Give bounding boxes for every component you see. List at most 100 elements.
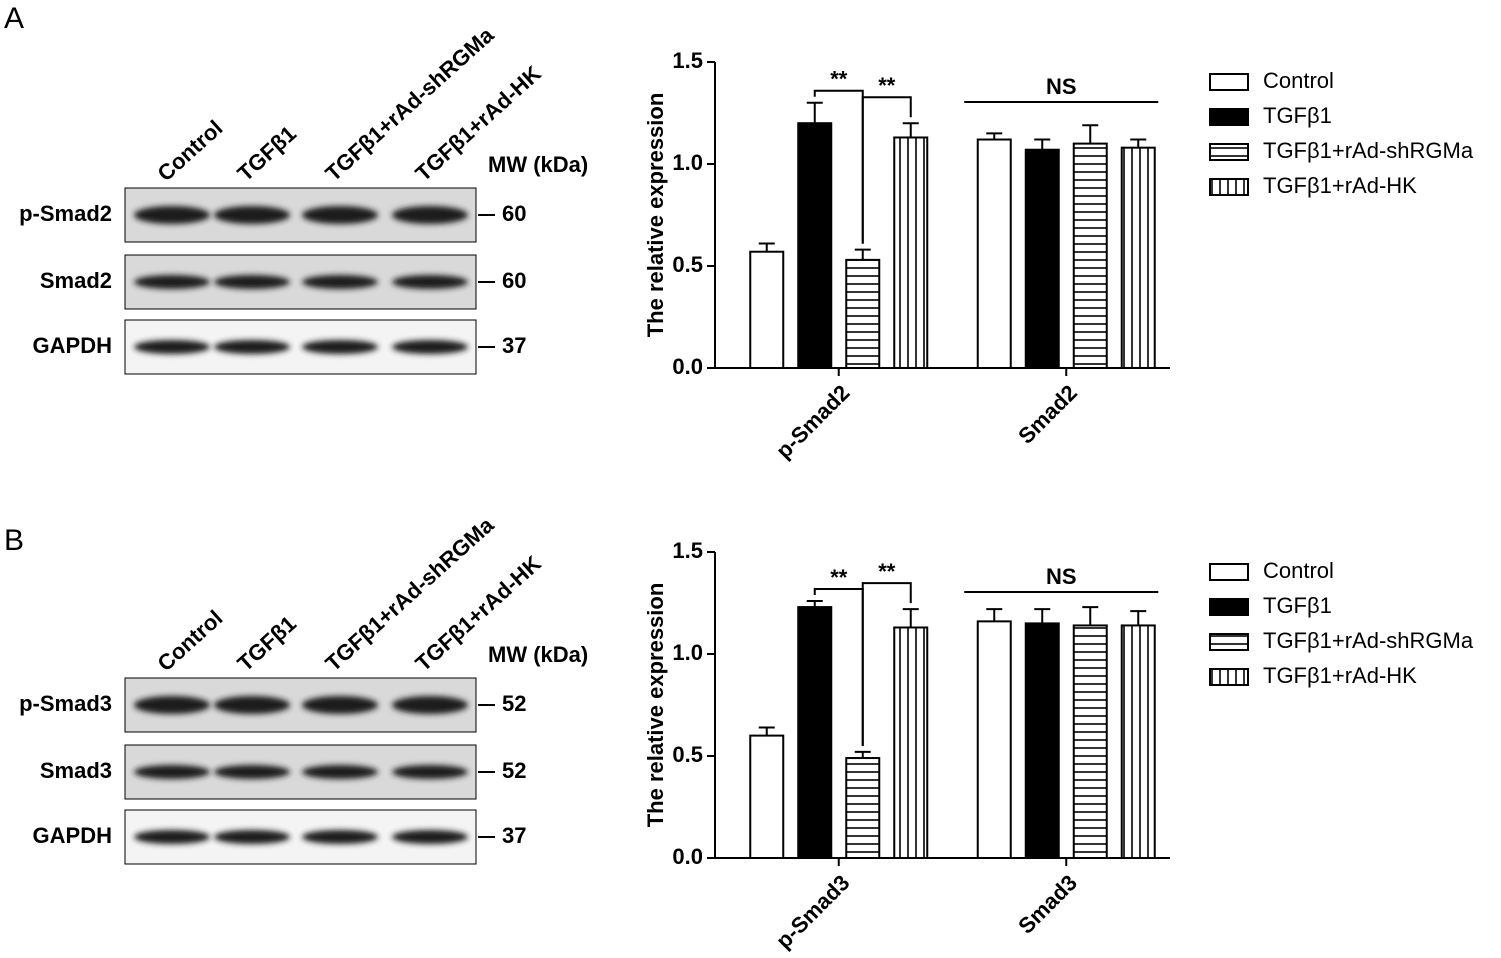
bar [1120, 146, 1156, 369]
bar [1024, 148, 1060, 369]
band [392, 206, 468, 224]
protein-label: p-Smad2 [19, 201, 112, 226]
legend-label: TGFβ1 [1263, 103, 1332, 128]
band [302, 765, 378, 779]
legend-swatch [1209, 73, 1249, 91]
panel-label: A [4, 2, 24, 35]
y-tick-label: 0.0 [672, 354, 703, 379]
protein-label: GAPDH [33, 823, 112, 848]
legend-label: TGFβ1+rAd-HK [1263, 173, 1417, 198]
legend-swatch [1209, 668, 1249, 686]
y-tick-label: 0.5 [672, 252, 703, 277]
band [214, 830, 290, 844]
legend-swatch [1209, 178, 1249, 196]
legend-swatch [1209, 108, 1249, 126]
legend-label: TGFβ1 [1263, 593, 1332, 618]
legend-label: TGFβ1+rAd-shRGMa [1263, 628, 1474, 653]
x-tick-label: p-Smad3 [771, 870, 854, 953]
band [134, 206, 210, 224]
band [392, 765, 468, 779]
significance-label: ** [830, 67, 848, 92]
band [214, 696, 290, 714]
bar [797, 606, 833, 860]
bar [1120, 624, 1156, 859]
lane-label: Control [153, 115, 228, 186]
band [134, 696, 210, 714]
lane-label: TGFβ1 [233, 611, 301, 676]
lane-label: TGFβ1+rAd-shRGMa [321, 512, 500, 676]
band [134, 830, 210, 844]
bar [976, 620, 1012, 859]
y-tick-label: 0.0 [672, 844, 703, 869]
legend-label: Control [1263, 558, 1334, 583]
x-tick-label: Smad2 [1013, 380, 1082, 449]
lane-label: TGFβ1 [233, 121, 301, 186]
bar [1072, 624, 1108, 859]
protein-label: p-Smad3 [19, 691, 112, 716]
y-axis-label: The relative expression [643, 93, 668, 338]
band [214, 275, 290, 289]
y-tick-label: 1.0 [672, 640, 703, 665]
lane-label: Control [153, 605, 228, 676]
band [392, 340, 468, 354]
ns-label: NS [1046, 564, 1077, 589]
bar [749, 734, 785, 859]
significance-bracket [861, 96, 912, 244]
band [302, 206, 378, 224]
ns-label: NS [1046, 74, 1077, 99]
significance-label: ** [878, 559, 896, 584]
band [134, 340, 210, 354]
y-tick-label: 1.5 [672, 538, 703, 563]
x-tick-label: p-Smad2 [771, 380, 854, 463]
bar [845, 258, 881, 370]
mw-label: 60 [502, 201, 526, 226]
y-axis-label: The relative expression [643, 583, 668, 828]
legend-label: TGFβ1+rAd-HK [1263, 663, 1417, 688]
band [392, 275, 468, 289]
band [302, 830, 378, 844]
bar [893, 136, 929, 369]
protein-label: Smad3 [40, 758, 112, 783]
mw-label: 60 [502, 268, 526, 293]
legend-swatch [1209, 633, 1249, 651]
bar [1024, 622, 1060, 860]
significance-bracket [861, 582, 912, 746]
mw-label: 37 [502, 823, 526, 848]
mw-label: 52 [502, 691, 526, 716]
x-tick-label: Smad3 [1013, 870, 1082, 939]
bar [976, 138, 1012, 369]
band [302, 275, 378, 289]
band [302, 696, 378, 714]
significance-label: ** [830, 565, 848, 590]
legend-swatch [1209, 598, 1249, 616]
bar [1072, 142, 1108, 369]
panel-label: B [4, 524, 24, 557]
band [214, 340, 290, 354]
y-tick-label: 1.0 [672, 150, 703, 175]
bar [893, 626, 929, 859]
protein-label: Smad2 [40, 268, 112, 293]
band [302, 340, 378, 354]
legend-swatch [1209, 143, 1249, 161]
mw-header: MW (kDa) [488, 152, 588, 177]
band [134, 765, 210, 779]
band [214, 206, 290, 224]
protein-label: GAPDH [33, 333, 112, 358]
legend-label: Control [1263, 68, 1334, 93]
mw-header: MW (kDa) [488, 642, 588, 667]
bar [749, 250, 785, 369]
band [134, 275, 210, 289]
band [392, 696, 468, 714]
significance-label: ** [878, 73, 896, 98]
legend-swatch [1209, 563, 1249, 581]
y-tick-label: 0.5 [672, 742, 703, 767]
band [214, 765, 290, 779]
band [392, 830, 468, 844]
lane-label: TGFβ1+rAd-shRGMa [321, 22, 500, 186]
legend-label: TGFβ1+rAd-shRGMa [1263, 138, 1474, 163]
bar [797, 122, 833, 369]
mw-label: 52 [502, 758, 526, 783]
y-tick-label: 1.5 [672, 48, 703, 73]
bar [845, 757, 881, 859]
